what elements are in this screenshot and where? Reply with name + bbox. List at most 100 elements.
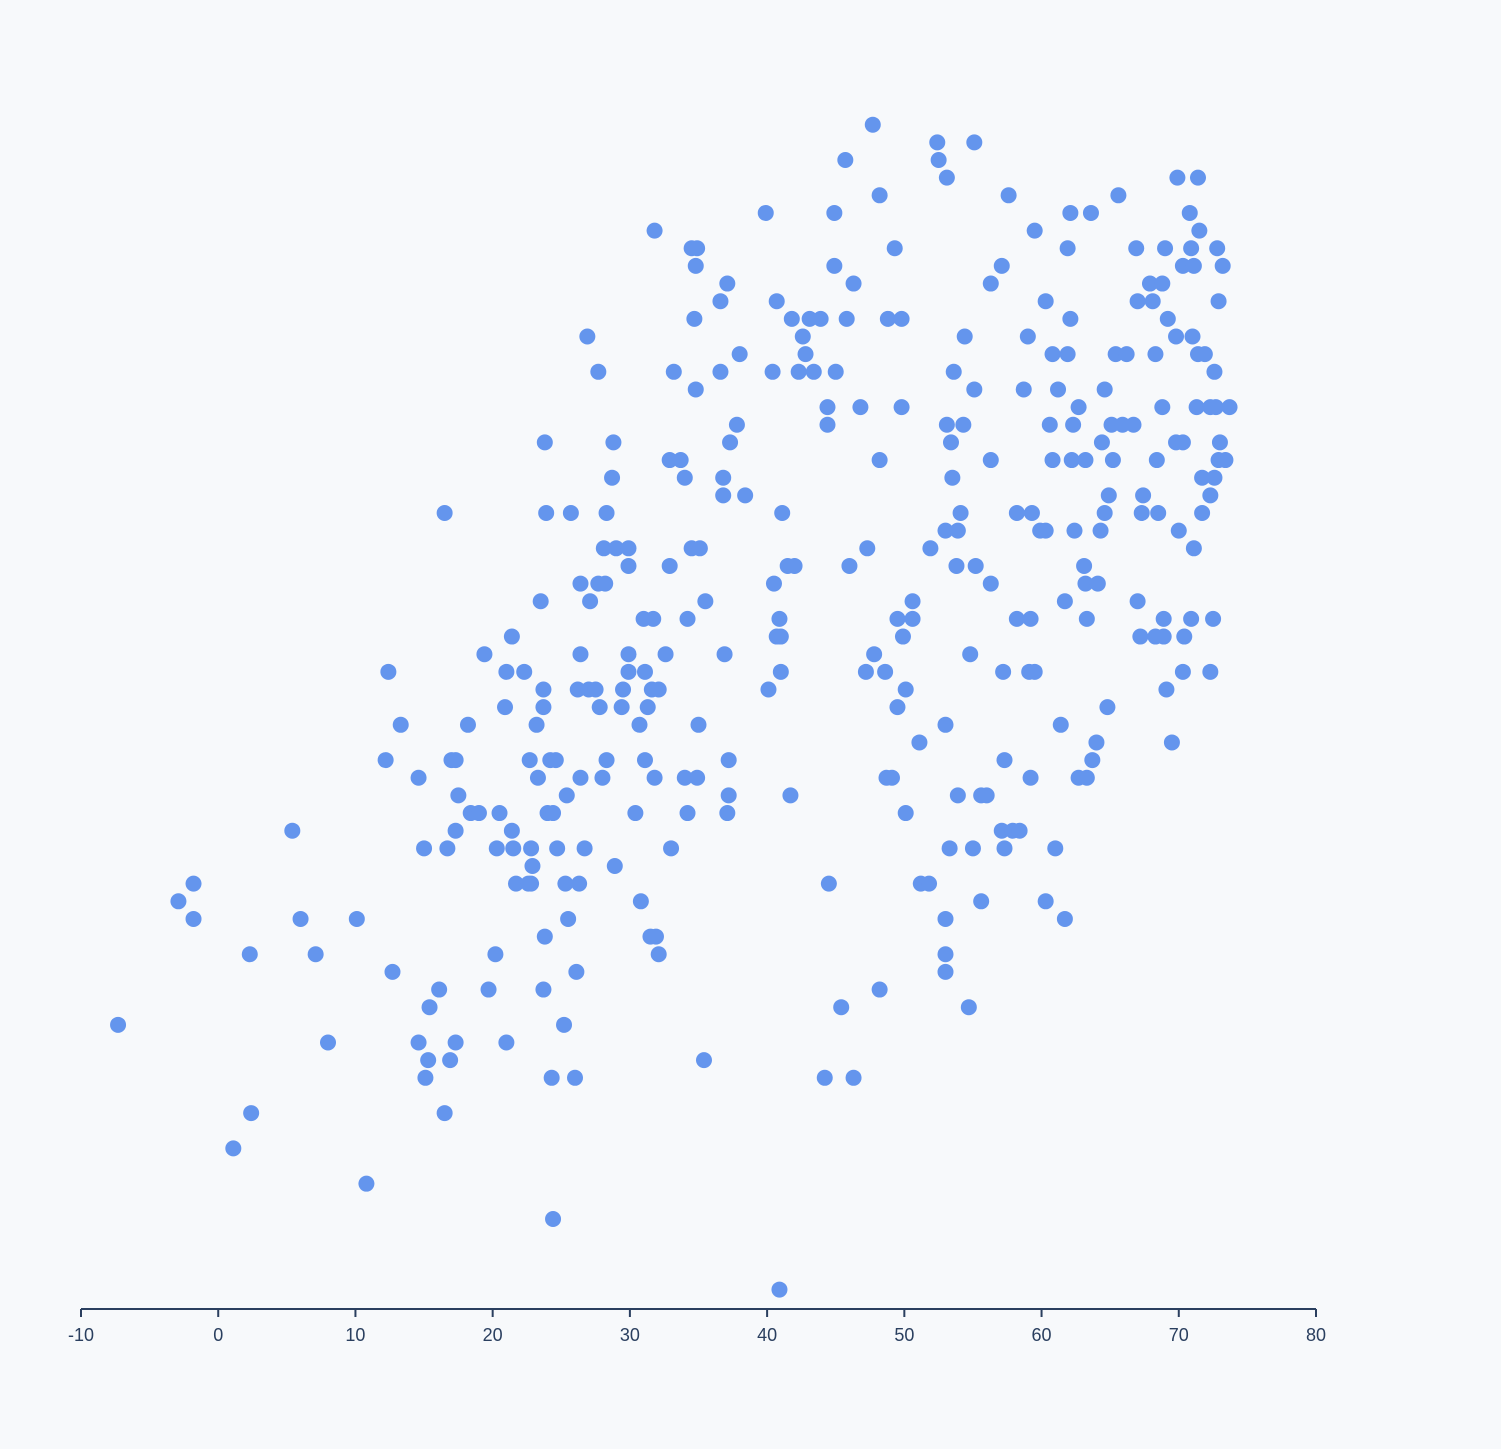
point [1096,504,1113,521]
point [1174,663,1191,680]
point [524,857,541,874]
point [1147,346,1164,363]
point [866,646,883,663]
point [1205,610,1222,627]
point [937,716,954,733]
point [243,1105,260,1122]
point [1211,434,1228,451]
point [765,575,782,592]
point [620,540,637,557]
point [447,1034,464,1051]
point [185,910,202,927]
point [545,1210,562,1227]
point [650,946,667,963]
point [590,363,607,380]
point [731,346,748,363]
point [503,822,520,839]
point [676,469,693,486]
point [786,557,803,574]
point [960,999,977,1016]
point [1008,610,1025,627]
point [1144,293,1161,310]
point [1194,469,1211,486]
point [859,540,876,557]
point [646,769,663,786]
point [938,416,955,433]
point [879,310,896,327]
point [528,716,545,733]
point [689,240,706,257]
point [1202,663,1219,680]
point [949,522,966,539]
point [421,999,438,1016]
point [558,787,575,804]
point [1133,504,1150,521]
point [949,787,966,804]
point [930,151,947,168]
point [632,893,649,910]
point [1207,399,1224,416]
point [676,769,693,786]
point [1011,822,1028,839]
point [720,787,737,804]
point [1023,504,1040,521]
point [1089,575,1106,592]
point [1210,293,1227,310]
point [620,663,637,680]
point [889,699,906,716]
point [538,504,555,521]
point [1148,452,1165,469]
point [567,1069,583,1086]
point [480,981,497,998]
point [1022,769,1039,786]
point [516,663,533,680]
point [772,663,789,680]
point [686,310,703,327]
point [679,805,696,822]
point [476,646,493,663]
point [498,663,515,680]
point [307,946,324,963]
point [871,187,888,204]
point [904,610,921,627]
point [771,1281,788,1298]
point [241,946,258,963]
point [993,257,1010,274]
x-tick-label: 30 [620,1325,640,1345]
point [728,416,745,433]
point [697,593,714,610]
point [497,699,514,716]
point [1176,628,1193,645]
point [576,840,593,857]
point [582,593,599,610]
point [871,452,888,469]
point [1041,416,1058,433]
point [956,328,973,345]
point [1019,328,1036,345]
point [937,963,954,980]
point [1107,346,1124,363]
point [431,981,448,998]
point [447,822,464,839]
point [571,875,588,892]
point [1169,169,1186,186]
point [1155,610,1172,627]
point [1078,769,1095,786]
point [838,310,855,327]
point [790,363,807,380]
point [937,946,954,963]
point [948,557,965,574]
point [966,381,983,398]
point [1077,575,1094,592]
point [1206,363,1223,380]
x-tick-label: 10 [345,1325,365,1345]
point [715,469,732,486]
point [572,575,589,592]
point [1221,399,1238,416]
point [996,752,1013,769]
point [1217,452,1234,469]
x-tick-label: 20 [483,1325,503,1345]
point [1209,240,1226,257]
point [615,681,632,698]
point [560,910,577,927]
